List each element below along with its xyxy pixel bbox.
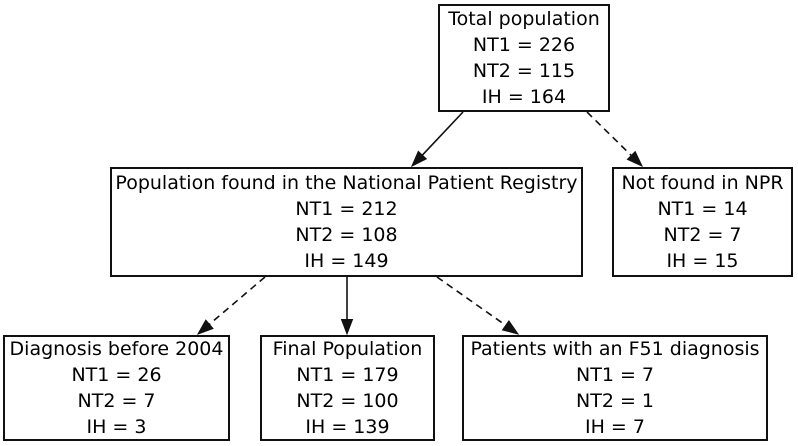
node-registry-population-nt2: NT2 = 108 <box>295 224 398 246</box>
node-total-population-ih: IH = 164 <box>481 86 567 108</box>
node-total-population: Total population NT1 = 226 NT2 = 115 IH … <box>438 4 610 112</box>
node-f51-diagnosis-ih: IH = 7 <box>585 416 645 438</box>
node-diagnosis-before-2004-title: Diagnosis before 2004 <box>9 338 224 360</box>
node-final-population-nt1: NT1 = 179 <box>296 364 399 386</box>
node-diagnosis-before-2004-ih: IH = 3 <box>86 416 147 438</box>
node-registry-population: Population found in the National Patient… <box>110 167 583 277</box>
node-not-found-npr: Not found in NPR NT1 = 14 NT2 = 7 IH = 1… <box>612 167 793 277</box>
arrow-registry-to-f51-diagnosis <box>436 276 520 335</box>
node-final-population-nt2: NT2 = 100 <box>296 390 399 412</box>
node-f51-diagnosis-nt1: NT1 = 7 <box>576 364 654 386</box>
node-not-found-npr-nt2: NT2 = 7 <box>663 224 742 246</box>
node-total-population-title: Total population <box>448 8 600 30</box>
node-not-found-npr-nt1: NT1 = 14 <box>657 198 748 220</box>
node-f51-diagnosis-nt2: NT2 = 1 <box>576 390 654 412</box>
arrow-registry-to-final-population <box>340 277 354 336</box>
node-final-population-ih: IH = 139 <box>305 416 390 438</box>
arrow-total-to-not-found-npr <box>586 111 644 168</box>
node-registry-population-nt1: NT1 = 212 <box>295 198 398 220</box>
node-f51-diagnosis-title: Patients with an F51 diagnosis <box>470 338 760 360</box>
node-registry-population-title: Population found in the National Patient… <box>115 172 578 194</box>
arrow-registry-to-diagnosis-before-2004 <box>196 276 266 335</box>
node-f51-diagnosis: Patients with an F51 diagnosis NT1 = 7 N… <box>462 335 768 441</box>
node-registry-population-ih: IH = 149 <box>304 250 389 272</box>
node-not-found-npr-ih: IH = 15 <box>666 250 739 272</box>
node-diagnosis-before-2004: Diagnosis before 2004 NT1 = 26 NT2 = 7 I… <box>3 335 230 441</box>
node-not-found-npr-title: Not found in NPR <box>621 172 784 194</box>
node-total-population-nt1: NT1 = 226 <box>472 34 576 56</box>
node-diagnosis-before-2004-nt2: NT2 = 7 <box>77 390 156 412</box>
node-diagnosis-before-2004-nt1: NT1 = 26 <box>71 364 162 386</box>
arrow-total-to-registry <box>411 111 464 168</box>
node-total-population-nt2: NT2 = 115 <box>472 60 576 82</box>
node-final-population: Final Population NT1 = 179 NT2 = 100 IH … <box>260 335 435 441</box>
node-final-population-title: Final Population <box>272 338 423 360</box>
